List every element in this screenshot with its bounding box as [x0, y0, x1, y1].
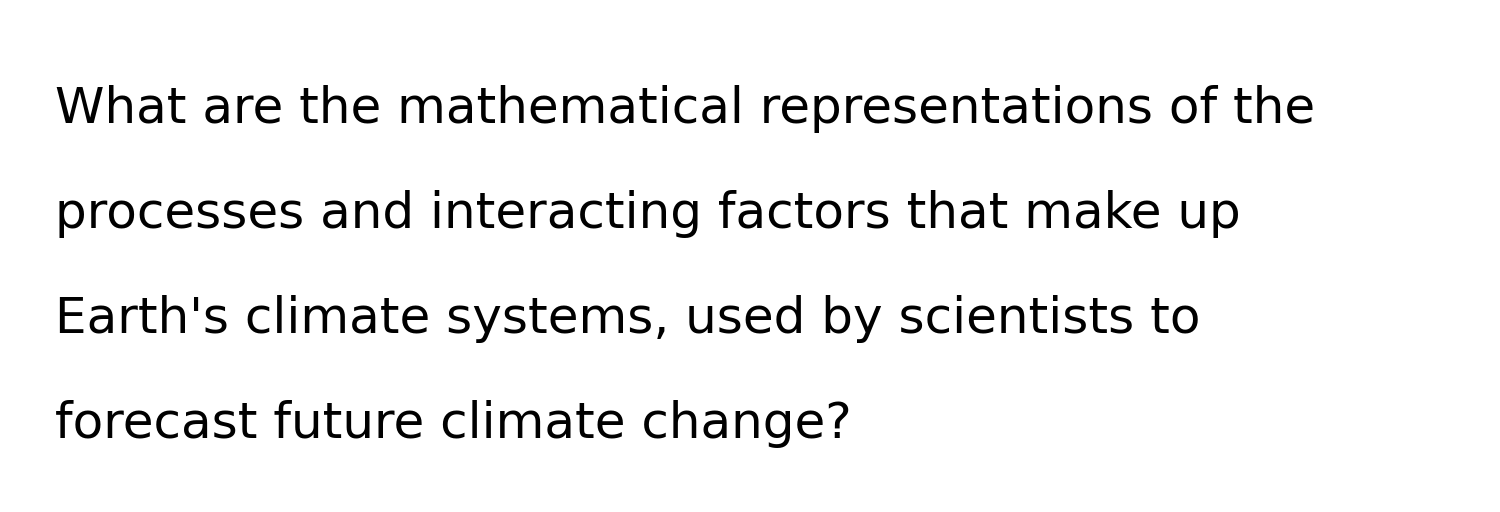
Text: What are the mathematical representations of the: What are the mathematical representation…: [56, 85, 1316, 133]
Text: Earth's climate systems, used by scientists to: Earth's climate systems, used by scienti…: [56, 295, 1200, 343]
Text: forecast future climate change?: forecast future climate change?: [56, 400, 852, 448]
Text: processes and interacting factors that make up: processes and interacting factors that m…: [56, 190, 1240, 238]
